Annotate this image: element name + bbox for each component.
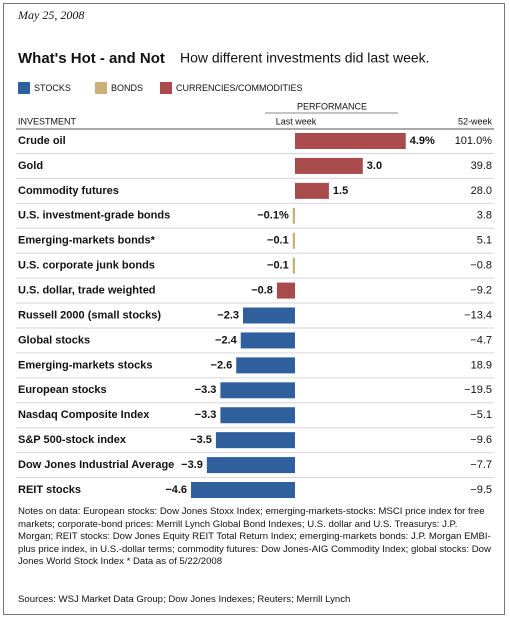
- week-52-value: −9.5: [470, 484, 492, 496]
- value-label: −0.1: [267, 235, 289, 247]
- bar: [191, 482, 295, 499]
- bar: [292, 257, 295, 274]
- value-label: −0.1: [267, 260, 289, 272]
- value-label: −0.1%: [257, 210, 289, 222]
- category-label: Crude oil: [18, 135, 66, 147]
- week-52-value: 28.0: [471, 185, 492, 197]
- week-52-value: −19.5: [464, 384, 492, 396]
- legend-label: STOCKS: [34, 83, 71, 93]
- value-label: −4.6: [165, 484, 187, 496]
- week-52-value: −13.4: [464, 309, 492, 321]
- bar: [276, 282, 295, 299]
- legend-label: CURRENCIES/COMMODITIES: [176, 83, 303, 93]
- legend-swatch: [95, 82, 107, 94]
- value-label: −3.3: [195, 384, 217, 396]
- bar: [206, 457, 295, 474]
- week-52-value: 3.8: [477, 210, 492, 222]
- bar: [292, 207, 295, 224]
- category-label: U.S. corporate junk bonds: [18, 260, 155, 272]
- category-label: Gold: [18, 160, 43, 172]
- category-label: S&P 500-stock index: [18, 434, 127, 446]
- category-header: INVESTMENT: [18, 116, 77, 126]
- bar: [220, 407, 295, 424]
- value-label: −2.4: [215, 334, 238, 346]
- legend-label: BONDS: [111, 83, 143, 93]
- bar: [295, 133, 406, 149]
- category-label: Nasdaq Composite Index: [18, 409, 150, 421]
- bar: [295, 157, 363, 174]
- chart: May 25, 2008 What's Hot - and Not How di…: [16, 8, 494, 499]
- bar: [240, 332, 295, 349]
- category-label: Russell 2000 (small stocks): [18, 309, 161, 321]
- group-header: PERFORMANCE: [297, 101, 367, 111]
- week-52-value: −7.7: [470, 459, 492, 471]
- week-52-value: −5.1: [470, 409, 492, 421]
- sources: Sources: WSJ Market Data Group; Dow Jone…: [18, 594, 351, 605]
- category-label: Emerging-markets stocks: [18, 359, 153, 371]
- category-label: U.S. investment-grade bonds: [18, 210, 170, 222]
- week-52-value: 18.9: [471, 359, 492, 371]
- value-label: 3.0: [367, 160, 382, 172]
- value-label: 1.5: [333, 185, 348, 197]
- week-52-value: −9.2: [470, 284, 492, 296]
- week-52-header: 52-week: [458, 116, 493, 126]
- legend-swatch: [160, 82, 172, 94]
- category-label: U.S. dollar, trade weighted: [18, 284, 156, 296]
- chart-title: What's Hot - and Not: [18, 50, 165, 67]
- bar: [215, 432, 295, 449]
- week-52-value: −9.6: [470, 434, 492, 446]
- category-label: Commodity futures: [18, 185, 119, 197]
- frame: [3, 3, 505, 615]
- value-label: −2.6: [211, 359, 233, 371]
- value-header: Last week: [276, 116, 317, 126]
- category-label: Dow Jones Industrial Average: [18, 459, 174, 471]
- legend-swatch: [18, 82, 30, 94]
- bar: [292, 232, 295, 249]
- value-label: −2.3: [217, 309, 239, 321]
- week-52-value: −0.8: [470, 260, 492, 272]
- value-label: −0.8: [251, 284, 273, 296]
- category-label: REIT stocks: [18, 484, 81, 496]
- week-52-value: 5.1: [477, 235, 492, 247]
- bar: [243, 307, 295, 324]
- chart-subtitle: How different investments did last week.: [180, 50, 430, 66]
- week-52-value: 101.0%: [455, 135, 493, 147]
- category-label: European stocks: [18, 384, 107, 396]
- week-52-value: 39.8: [471, 160, 492, 172]
- week-52-value: −4.7: [470, 334, 492, 346]
- value-label: −3.3: [195, 409, 217, 421]
- value-label: −3.9: [181, 459, 203, 471]
- bar: [220, 382, 295, 399]
- value-label: −3.5: [190, 434, 212, 446]
- category-label: Emerging-markets bonds*: [18, 235, 156, 247]
- date: May 25, 2008: [17, 8, 84, 22]
- bar: [295, 182, 329, 199]
- value-label: 4.9%: [410, 135, 435, 147]
- bar: [236, 357, 295, 374]
- notes: Notes on data: European stocks: Dow Jone…: [18, 506, 491, 568]
- category-label: Global stocks: [18, 334, 90, 346]
